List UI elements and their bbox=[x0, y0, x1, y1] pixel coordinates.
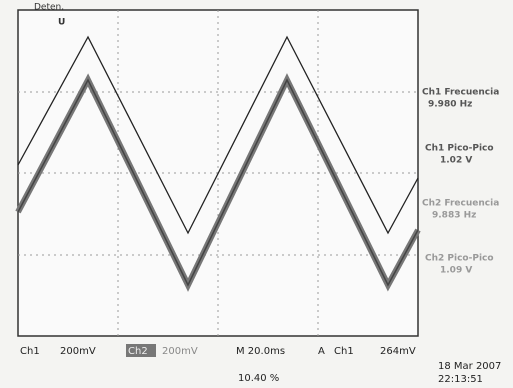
timebase: M 20.0ms bbox=[236, 346, 285, 357]
measurement-label: Ch2 Frecuencia bbox=[422, 199, 499, 209]
date: 18 Mar 2007 bbox=[438, 361, 501, 372]
channel-label: Ch2 bbox=[128, 346, 148, 357]
measurement-value: 9.980 Hz bbox=[428, 100, 472, 110]
trigger-mode: A bbox=[318, 346, 325, 357]
measurement-label: Ch1 Pico-Pico bbox=[425, 144, 494, 154]
measurement-value: 1.02 V bbox=[440, 156, 472, 166]
trigger-level: 264mV bbox=[380, 346, 416, 357]
measurement-value: 1.09 V bbox=[440, 266, 472, 276]
time: 22:13:51 bbox=[438, 374, 483, 385]
channel-label: Ch1 bbox=[20, 346, 40, 357]
trigger-marker: U bbox=[58, 18, 65, 28]
status: Deten. bbox=[34, 3, 64, 13]
channel-scale: 200mV bbox=[60, 346, 96, 357]
channel-scale: 200mV bbox=[162, 346, 198, 357]
trigger-source: Ch1 bbox=[334, 346, 354, 357]
measurement-label: Ch1 Frecuencia bbox=[422, 88, 499, 98]
position: 10.40 % bbox=[238, 373, 279, 384]
measurement-label: Ch2 Pico-Pico bbox=[425, 254, 494, 264]
measurement-value: 9.883 Hz bbox=[432, 211, 476, 221]
oscilloscope-screen: Deten. U Ch1 Frecuencia 9.980 Hz Ch1 Pic… bbox=[0, 0, 513, 388]
